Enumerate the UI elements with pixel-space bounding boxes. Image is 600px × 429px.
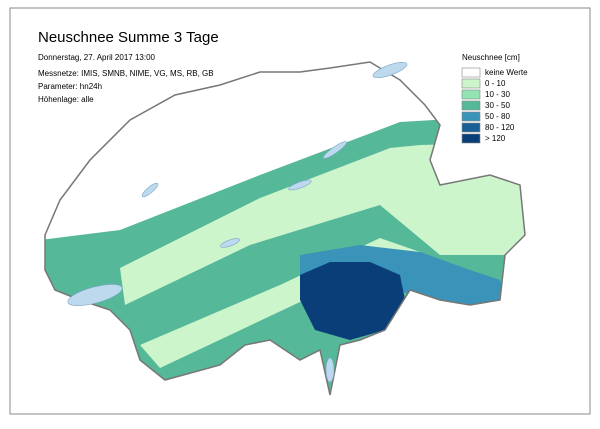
legend-label: 80 - 120	[485, 123, 515, 132]
info-line: Donnerstag, 27. April 2017 13:00	[38, 53, 156, 62]
legend-swatch	[461, 78, 481, 89]
legend-label: 30 - 50	[485, 101, 510, 110]
lake	[67, 284, 123, 306]
lake	[220, 238, 240, 248]
legend-label: 0 - 10	[485, 79, 506, 88]
legend-swatch	[461, 122, 481, 133]
zone-0-10	[120, 140, 525, 305]
legend: keine Werte 0 - 10 10 - 30 30 - 50 50 - 80 80…	[461, 67, 528, 144]
lake	[372, 61, 408, 79]
legend-swatch	[461, 111, 481, 122]
legend-swatch	[461, 89, 481, 100]
legend-label: > 120	[485, 134, 506, 143]
country-outline	[44, 61, 526, 396]
legend-label: 50 - 80	[485, 112, 510, 121]
lakes	[67, 61, 408, 383]
legend-label: 10 - 30	[485, 90, 510, 99]
frame	[9, 7, 591, 415]
info-line: Parameter: hn24h	[38, 82, 102, 91]
legend-swatch	[461, 100, 481, 111]
legend-swatch	[461, 67, 481, 78]
lake	[323, 141, 347, 159]
legend-title: Neuschnee [cm]	[462, 53, 520, 62]
title: Neuschnee Summe 3 Tage	[38, 29, 219, 46]
lake	[325, 357, 335, 383]
legend-swatch	[461, 133, 481, 144]
lake	[141, 182, 159, 198]
info-line: Messnetze: IMIS, SMNB, NIME, VG, MS, RB,…	[38, 69, 214, 78]
info-line: Höhenlage: alle	[38, 95, 94, 104]
map	[44, 61, 526, 396]
info-lines: Donnerstag, 27. April 2017 13:00 Messnetz…	[38, 53, 214, 104]
zone-over-120	[300, 262, 405, 340]
legend-label: keine Werte	[485, 68, 528, 77]
lake	[288, 179, 312, 191]
